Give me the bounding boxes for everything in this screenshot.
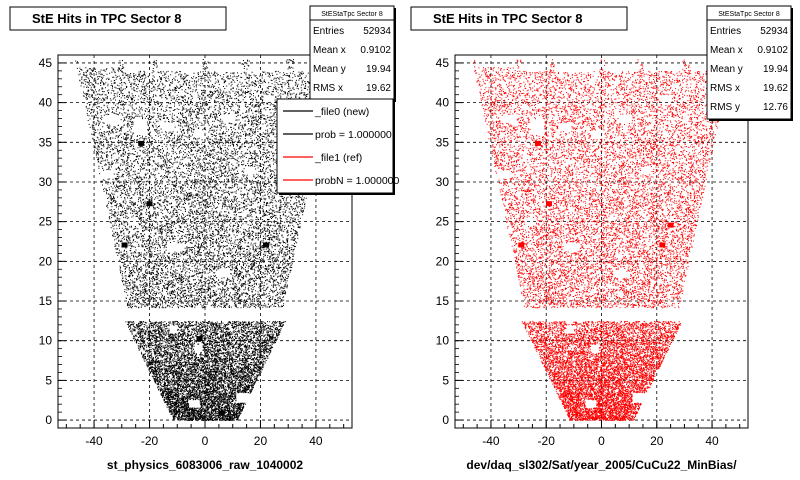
- stats-box: [309, 5, 395, 101]
- y-tick-label: 25: [39, 215, 53, 229]
- hot-spot: [263, 242, 270, 248]
- y-tick-label: 5: [442, 373, 449, 387]
- stats-value: 19.94: [763, 64, 788, 75]
- chart-panel-2: -40 -20 0 20 40 0 5 10 15 20 25 30 35 40 45 dev/daq_sl3…: [410, 5, 793, 472]
- hot-spot: [518, 242, 525, 248]
- y-tick-label: 15: [39, 294, 53, 308]
- y-tick-label: 40: [39, 96, 53, 110]
- stats-label: RMS x: [710, 83, 740, 94]
- y-tick-label: 45: [39, 56, 53, 70]
- x-tick-label: 20: [254, 434, 268, 448]
- stats-value: 19.62: [366, 83, 391, 94]
- x-tick-label: 0: [598, 434, 605, 448]
- legend-box: [276, 98, 394, 194]
- stats-value: 0.9102: [757, 45, 788, 56]
- y-tick-label: 20: [39, 254, 53, 268]
- y-tick-label: 35: [39, 135, 53, 149]
- hot-spot: [138, 140, 145, 146]
- y-tick-label: 45: [436, 56, 450, 70]
- y-tick-label: 15: [436, 294, 450, 308]
- hot-spot: [196, 336, 203, 342]
- legend-label: prob = 1.000000: [315, 129, 392, 141]
- stats-label: Entries: [313, 26, 344, 37]
- stats-value: 19.94: [366, 64, 391, 75]
- x-tick-label: 40: [309, 434, 323, 448]
- hot-spot: [218, 410, 225, 416]
- scatter-points: [75, 59, 334, 421]
- hot-spot: [534, 140, 541, 146]
- stats-box: [706, 5, 792, 120]
- stats-value: 52934: [760, 26, 788, 37]
- stats-value: 52934: [363, 26, 391, 37]
- x-tick-label: 40: [705, 434, 719, 448]
- stats-label: Mean y: [313, 64, 346, 75]
- y-tick-label: 10: [39, 334, 53, 348]
- hot-spot: [146, 201, 153, 207]
- hot-spot: [659, 242, 666, 248]
- scatter-points: [472, 59, 729, 422]
- stats-label: RMS y: [710, 102, 740, 113]
- hot-spot: [667, 222, 674, 228]
- chart-panel-1: -40 -20 0 20 40 0 5 10 15 20 25 30 35 40 45 st_physics_…: [9, 5, 400, 472]
- stats-label: Mean x: [710, 45, 743, 56]
- chart-title: StE Hits in TPC Sector 8: [433, 11, 583, 26]
- stats-label: Mean x: [313, 45, 346, 56]
- x-tick-label: -20: [141, 434, 159, 448]
- y-tick-label: 20: [436, 254, 450, 268]
- x-axis-label: st_physics_6083006_raw_1040002: [107, 458, 303, 472]
- x-tick-label: 20: [650, 434, 664, 448]
- chart-title: StE Hits in TPC Sector 8: [32, 11, 182, 26]
- x-axis-label: dev/daq_sl302/Sat/year_2005/CuCu22_MinBi…: [466, 458, 737, 472]
- legend-label: _file1 (ref): [314, 152, 362, 164]
- stats-header: StEStaTpc Sector 8: [718, 11, 780, 18]
- stats-value: 19.62: [763, 83, 788, 94]
- y-tick-label: 40: [436, 96, 450, 110]
- x-tick-label: -40: [482, 434, 500, 448]
- title-box: [9, 6, 227, 31]
- y-tick-label: 0: [45, 413, 52, 427]
- hot-spot: [121, 242, 128, 248]
- x-tick-label: -20: [538, 434, 556, 448]
- x-tick-label: -40: [85, 434, 103, 448]
- stats-value: 12.76: [763, 102, 788, 113]
- stats-header: StEStaTpc Sector 8: [321, 11, 383, 18]
- stats-label: Entries: [710, 26, 741, 37]
- y-tick-label: 35: [436, 135, 450, 149]
- legend-label: _file0 (new): [314, 106, 369, 118]
- title-box: [410, 6, 628, 31]
- y-tick-label: 25: [436, 215, 450, 229]
- stats-label: Mean y: [710, 64, 743, 75]
- y-tick-label: 30: [39, 175, 53, 189]
- hot-spot: [545, 201, 552, 207]
- stats-value: 0.9102: [360, 45, 391, 56]
- y-tick-label: 30: [436, 175, 450, 189]
- y-tick-label: 0: [442, 413, 449, 427]
- y-tick-label: 5: [45, 373, 52, 387]
- stats-label: RMS x: [313, 83, 343, 94]
- y-tick-label: 10: [436, 334, 450, 348]
- legend-label: probN = 1.000000: [315, 175, 400, 187]
- x-tick-label: 0: [202, 434, 209, 448]
